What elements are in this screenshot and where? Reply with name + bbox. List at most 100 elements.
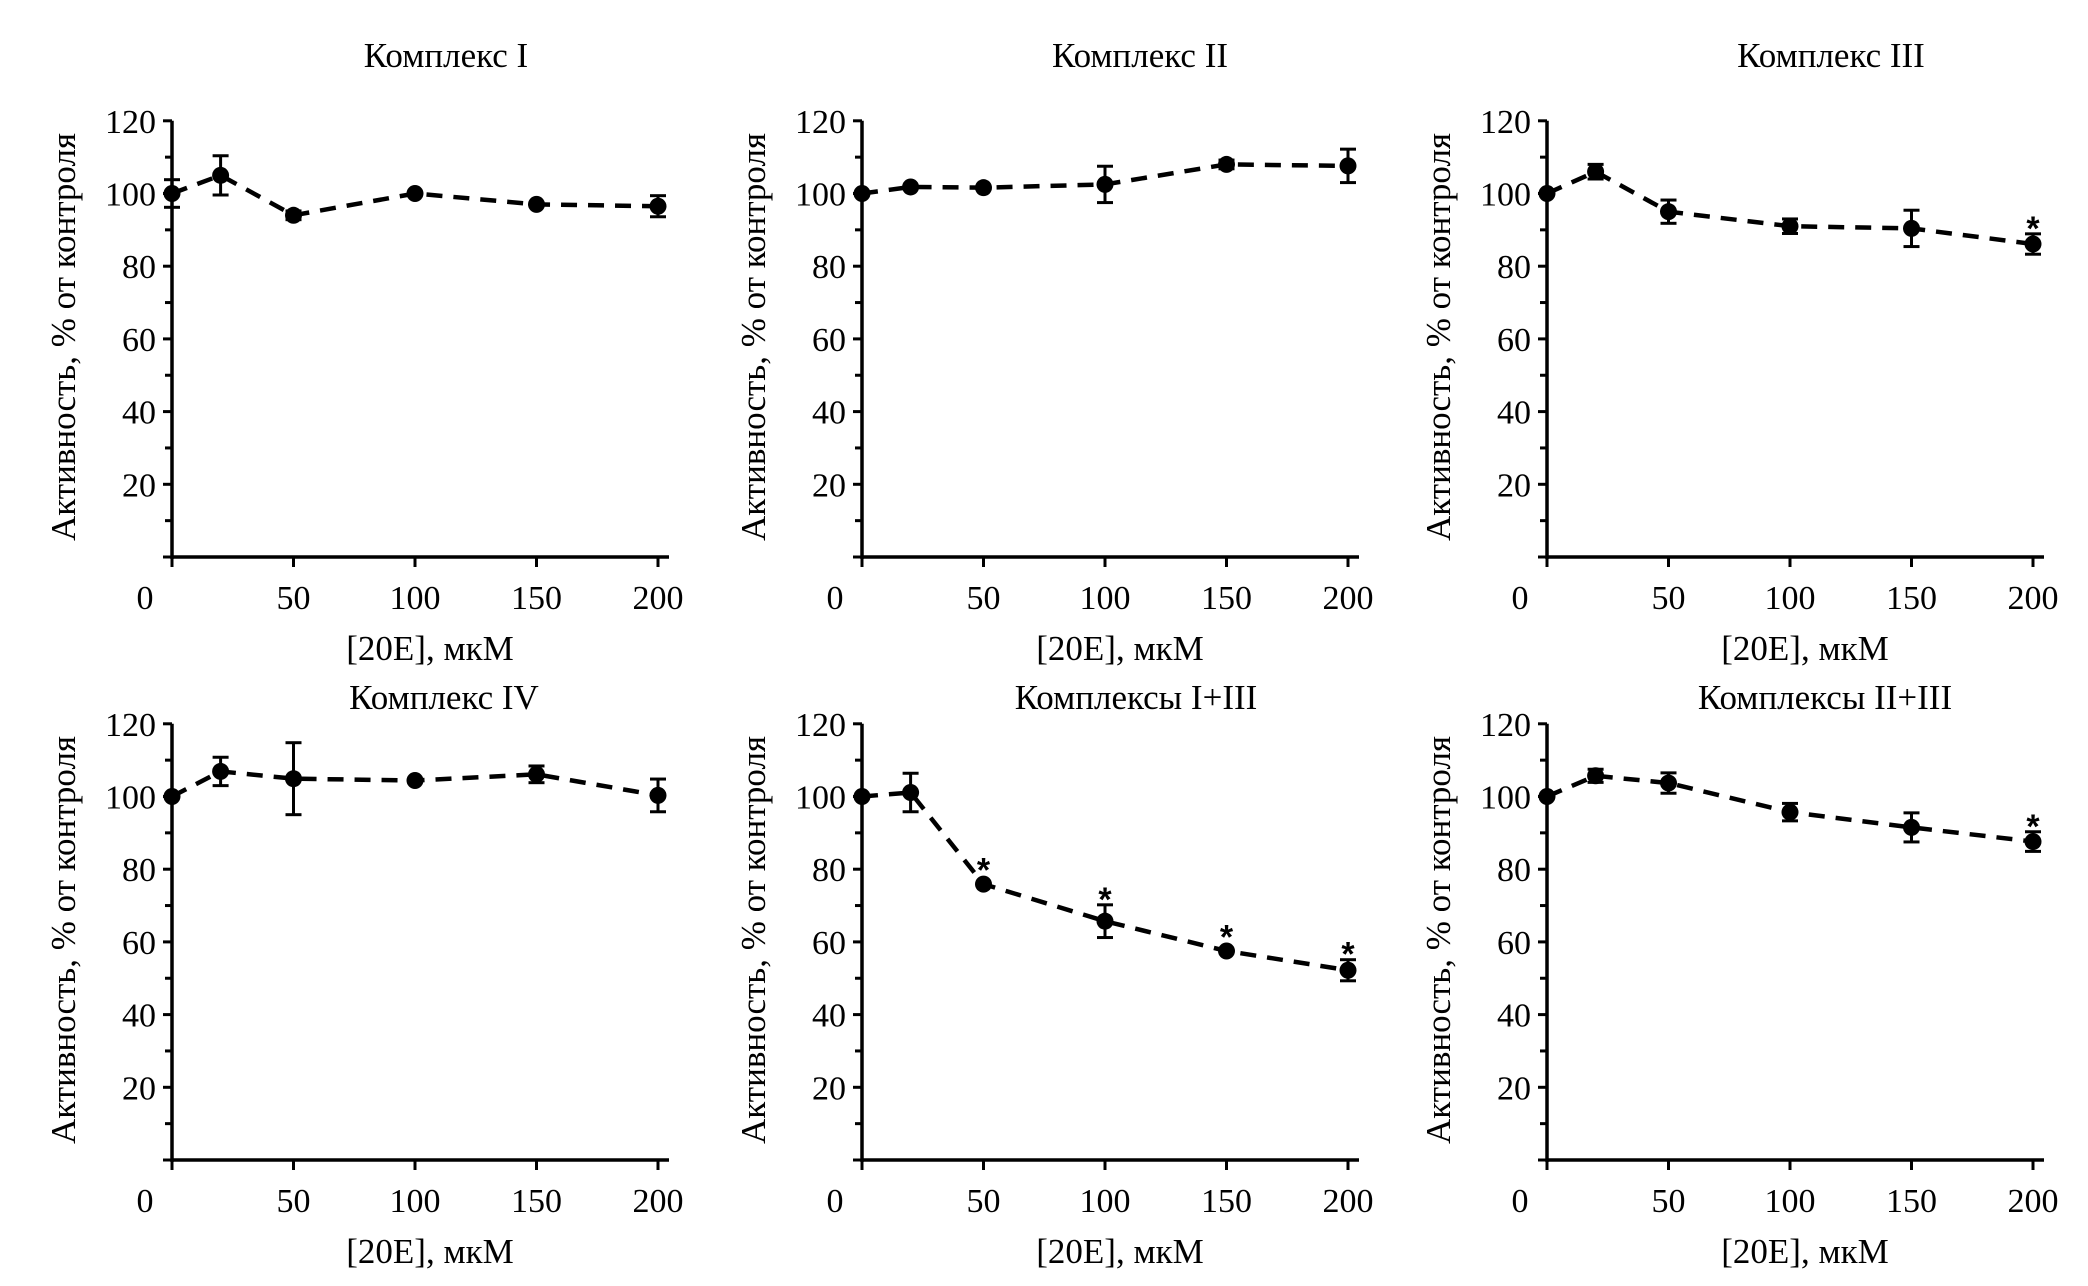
y-axis-label: Активность, % от контроля [734, 133, 773, 541]
data-point [1218, 155, 1235, 173]
chart-panel: Комплексы II+III 20 40 60 80 100 120 0 50 100 150 2… [1419, 678, 2059, 1271]
data-point [163, 185, 181, 202]
data-point [1587, 767, 1605, 785]
data-point [1218, 942, 1235, 960]
data-point [1903, 818, 1920, 836]
y-tick-label: 20 [1497, 467, 1531, 504]
data-point [285, 206, 302, 224]
x-tick-label: 100 [1765, 580, 1816, 617]
data-point [1781, 803, 1799, 821]
x-axis-label: [20E], мкМ [346, 629, 513, 668]
x-tick-label: 150 [1886, 1183, 1937, 1220]
y-tick-label: 100 [795, 780, 846, 817]
x-tick-label: 0 [1512, 580, 1529, 617]
x-tick-label: 50 [277, 1183, 311, 1220]
x-tick-label: 100 [1080, 1183, 1131, 1220]
data-point [2024, 833, 2042, 851]
y-tick-label: 80 [812, 249, 846, 286]
y-tick-label: 120 [105, 104, 156, 141]
data-point [975, 179, 992, 197]
data-point [1096, 912, 1114, 930]
data-point [285, 770, 302, 788]
y-tick-label: 100 [105, 780, 156, 817]
y-tick-label: 60 [1497, 925, 1531, 962]
series-line [1546, 773, 2034, 844]
x-axis-label: [20E], мкМ [1721, 1232, 1888, 1271]
significance-marker: * [2026, 808, 2040, 846]
x-tick-label: 50 [967, 1183, 1001, 1220]
series-line [1546, 169, 2034, 247]
x-tick-label: 200 [1323, 1183, 1374, 1220]
data-point [853, 788, 871, 805]
y-tick-label: 20 [122, 1070, 156, 1107]
y-tick-label: 100 [795, 177, 846, 214]
y-tick-label: 20 [122, 467, 156, 504]
significance-marker: * [977, 852, 991, 890]
data-point [1339, 961, 1357, 979]
y-tick-label: 120 [1480, 707, 1531, 744]
y-tick-label: 20 [812, 1070, 846, 1107]
y-tick-label: 60 [122, 925, 156, 962]
data-point [1660, 774, 1677, 792]
chart-panel: Комплекс III 20 40 60 80 100 120 0 50 100 150 200 [2… [1419, 36, 2059, 668]
x-tick-label: 200 [1323, 580, 1374, 617]
significance-marker: * [1220, 918, 1234, 956]
chart-title: Комплекс IV [349, 678, 539, 717]
x-tick-label: 50 [1652, 580, 1686, 617]
significance-marker: * [1341, 936, 1355, 974]
y-axis-label: Активность, % от контроля [734, 736, 773, 1144]
chart-title: Комплекс II [1052, 36, 1228, 75]
data-point [1538, 788, 1556, 805]
x-tick-label: 150 [1886, 580, 1937, 617]
y-tick-label: 40 [122, 998, 156, 1035]
chart-panel: Комплекс II 20 40 60 80 100 120 0 50 100 150 200 [20… [734, 36, 1374, 668]
x-tick-label: 200 [2008, 1183, 2059, 1220]
x-tick-label: 0 [827, 1183, 844, 1220]
series-line [171, 172, 659, 218]
data-point [902, 178, 920, 196]
significance-marker: * [1098, 881, 1112, 919]
y-tick-label: 40 [1497, 395, 1531, 432]
y-tick-label: 120 [795, 707, 846, 744]
data-point [649, 786, 667, 804]
y-tick-label: 40 [122, 395, 156, 432]
chart-panel: Комплекс I 20 40 60 80 100 120 0 50 100 150 200 [20E… [44, 36, 684, 668]
y-axis-label: Активность, % от контроля [1419, 736, 1458, 1144]
y-tick-label: 40 [812, 998, 846, 1035]
data-point [1096, 175, 1114, 193]
series-line [170, 769, 659, 799]
data-point [1587, 163, 1605, 181]
x-tick-label: 150 [511, 580, 562, 617]
chart-panel: Комплексы I+III 20 40 60 80 100 120 0 50 100 150 20… [734, 678, 1374, 1271]
data-point [1903, 219, 1920, 237]
y-tick-label: 60 [812, 925, 846, 962]
chart-panel: Комплекс IV 20 40 60 80 100 120 0 50 100 150 200 [20… [44, 678, 684, 1271]
y-tick-label: 100 [1480, 780, 1531, 817]
x-tick-label: 100 [1080, 580, 1131, 617]
data-point [212, 166, 230, 184]
x-tick-label: 150 [1201, 580, 1252, 617]
x-axis-label: [20E], мкМ [1036, 629, 1203, 668]
chart-title: Комплексы II+III [1698, 678, 1952, 717]
x-tick-label: 200 [2008, 580, 2059, 617]
data-point [528, 195, 545, 213]
data-point [406, 185, 424, 202]
y-tick-label: 20 [812, 467, 846, 504]
y-tick-label: 120 [795, 104, 846, 141]
y-tick-label: 80 [122, 852, 156, 889]
x-tick-label: 150 [1201, 1183, 1252, 1220]
x-tick-label: 200 [633, 580, 684, 617]
data-point [212, 762, 230, 780]
x-tick-label: 100 [1765, 1183, 1816, 1220]
y-axis-label: Активность, % от контроля [44, 736, 83, 1144]
x-tick-label: 0 [1512, 1183, 1529, 1220]
data-point [528, 765, 545, 783]
x-axis-label: [20E], мкМ [346, 1232, 513, 1271]
y-tick-label: 100 [105, 177, 156, 214]
y-tick-label: 20 [1497, 1070, 1531, 1107]
x-tick-label: 0 [827, 580, 844, 617]
x-tick-label: 100 [390, 1183, 441, 1220]
x-tick-label: 0 [137, 1183, 154, 1220]
y-tick-label: 60 [812, 322, 846, 359]
